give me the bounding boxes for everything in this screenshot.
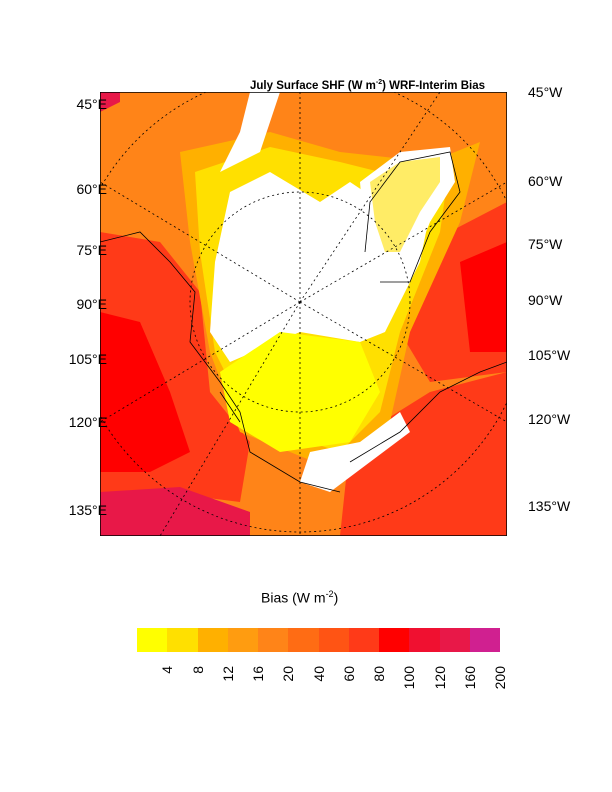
colorbar-tick-label: 8	[189, 666, 206, 674]
region-topleft-magenta	[100, 92, 120, 112]
lon-label-left: 45°E	[76, 96, 107, 112]
lon-label-left: 90°E	[76, 296, 107, 312]
region-lowerright-red	[340, 372, 507, 536]
region-right-deepred	[460, 242, 507, 352]
colorbar-tick-label: 12	[219, 666, 236, 682]
graticule	[100, 92, 507, 536]
region-left-deepred	[100, 312, 190, 472]
lon-label-right: 60°W	[528, 173, 563, 189]
colorbar-swatch	[167, 628, 198, 652]
lon-label-left: 60°E	[76, 181, 107, 197]
colorbar-swatch	[258, 628, 289, 652]
colorbar-tick-label: 80	[371, 666, 387, 682]
region-white-strip	[220, 92, 280, 172]
lon-label-right: 105°W	[528, 347, 571, 363]
colorbar-swatch	[439, 628, 470, 652]
title-exponent: -2	[375, 79, 383, 86]
lon-label-left: 75°E	[76, 242, 107, 258]
lon-label-right: 135°W	[528, 498, 571, 514]
colorbar-tick-label: 16	[250, 666, 266, 682]
colorbar-swatch	[379, 628, 410, 652]
region-greenland-yellow	[370, 157, 440, 252]
colorbar-swatch	[409, 628, 440, 652]
title-suffix: ) WRF-Interim Bias	[382, 79, 485, 92]
colorbar-swatch	[137, 628, 168, 652]
lon-label-right: 90°W	[528, 292, 563, 308]
region-bottomleft-magenta	[100, 487, 250, 536]
colorbar-tick-label: 4	[159, 666, 176, 674]
colorbar-tick-label: 160	[461, 666, 478, 690]
colorbar-title-text: Bias (W m	[261, 589, 326, 606]
colorbar-title-exponent: -2	[325, 589, 334, 599]
colorbar-tick-label: 20	[280, 666, 297, 682]
colorbar-swatch	[318, 628, 349, 652]
bias-map	[100, 92, 507, 536]
lon-label-left: 120°E	[68, 414, 107, 430]
colorbar-tick-label: 100	[401, 666, 418, 690]
colorbar-swatch	[469, 628, 500, 652]
colorbar-title: Bias (W m-2)	[261, 589, 338, 606]
region-white-lower	[300, 412, 410, 492]
lon-label-left: 135°E	[68, 502, 107, 518]
title-text: July Surface SHF (W m	[250, 79, 376, 92]
colorbar-swatch	[288, 628, 319, 652]
colorbar-tick-label: 40	[310, 666, 327, 682]
lon-label-right: 75°W	[528, 236, 563, 252]
colorbar-tick-label: 200	[492, 666, 508, 690]
colorbar-tick-label: 60	[340, 666, 357, 682]
coastline	[100, 151, 507, 493]
colorbar	[137, 628, 500, 652]
colorbar-swatch	[227, 628, 258, 652]
map-title: July Surface SHF (W m-2) WRF-Interim Bia…	[250, 79, 485, 92]
lon-label-right: 120°W	[528, 411, 571, 427]
colorbar-tick-label: 120	[431, 666, 448, 690]
lon-label-right: 45°W	[528, 84, 563, 100]
colorbar-swatch	[197, 628, 228, 652]
colorbar-title-suffix: )	[333, 589, 339, 606]
lon-label-left: 105°E	[68, 351, 107, 367]
colorbar-swatch	[348, 628, 379, 652]
